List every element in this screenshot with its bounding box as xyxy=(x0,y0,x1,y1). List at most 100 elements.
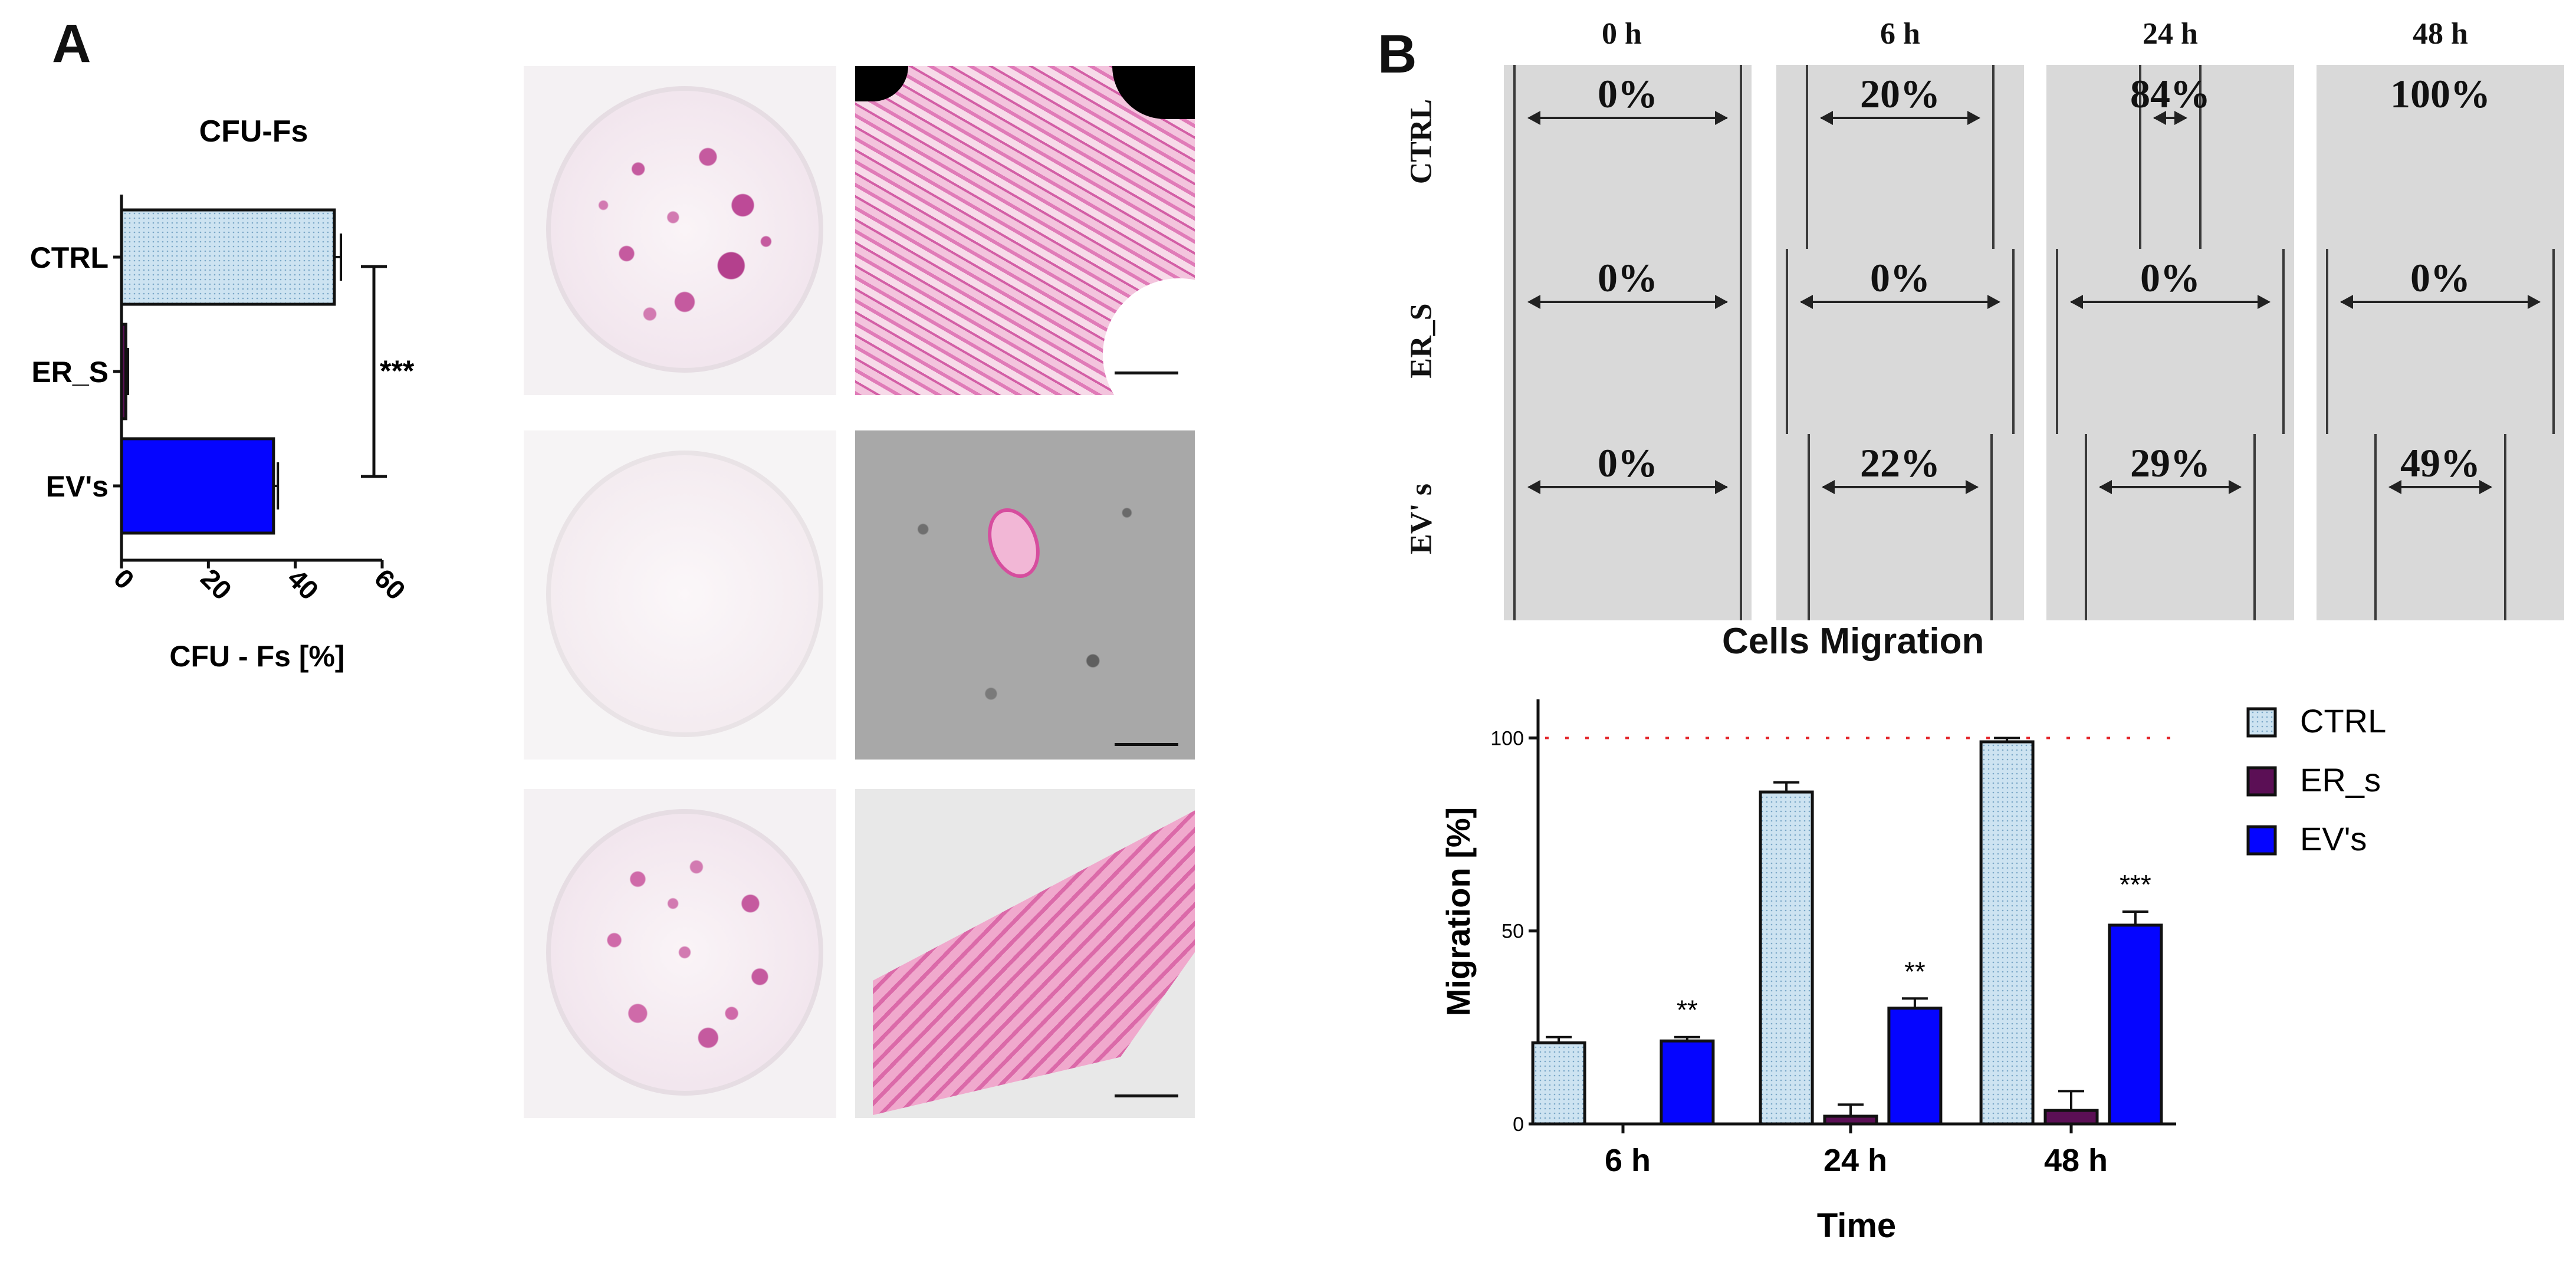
x-tick-label: 20 xyxy=(195,563,238,606)
gap-arrow xyxy=(1821,480,1979,494)
wound-edge xyxy=(2199,65,2202,251)
micro-photo-er xyxy=(855,430,1195,760)
migration-chart-title: Cells Migration xyxy=(1722,621,1984,662)
significance-label: *** xyxy=(2120,869,2151,900)
closure-percent: 0% xyxy=(1598,440,1658,485)
closure-percent: 0% xyxy=(2410,255,2470,300)
x-tick-label: 0 xyxy=(108,563,140,595)
migration-bar xyxy=(2043,1109,2099,1126)
cfu-bar-chart: CFU-Fs CTRL ER_S EV's 0 20 40 60 CFU - Fs [%] *** xyxy=(30,114,415,673)
wound-edge xyxy=(1740,249,1742,435)
x-tick-label: 6 h xyxy=(1605,1143,1651,1178)
wound-edge xyxy=(1786,249,1788,435)
legend-swatch xyxy=(2246,825,2277,856)
migration-bar xyxy=(1823,1115,1878,1126)
cfu-bar xyxy=(120,208,336,306)
wound-edge xyxy=(1992,65,1995,251)
wound-edge xyxy=(1805,65,1808,251)
closure-percent: 0% xyxy=(2140,255,2200,300)
category-label: ER_S xyxy=(31,356,109,389)
cfu-bar xyxy=(120,323,127,420)
scale-bar xyxy=(1115,1094,1178,1097)
migration-bar xyxy=(1887,1007,1943,1126)
x-tick-label: 40 xyxy=(282,563,325,606)
time-header-0h: 0 h xyxy=(1602,17,1642,51)
y-tick-label: 100 xyxy=(1490,727,1524,749)
row-label-er: ER_S xyxy=(1404,303,1438,379)
wound-tile: 84% xyxy=(2046,65,2294,251)
legend-label: CTRL xyxy=(2300,702,2386,739)
wound-edge xyxy=(2139,65,2142,251)
panel-a-letter: A xyxy=(52,14,91,74)
wound-tile: 0% xyxy=(1504,249,1752,435)
wound-edge xyxy=(2374,434,2377,620)
dish-photo-er xyxy=(524,430,836,760)
wound-tile: 20% xyxy=(1776,65,2024,251)
wound-tile: 0% xyxy=(1776,249,2024,435)
x-tick-label: 60 xyxy=(369,563,412,606)
closure-percent: 0% xyxy=(1870,255,1930,300)
closure-percent: 22% xyxy=(1860,440,1940,485)
gap-arrow xyxy=(2070,295,2271,309)
migration-bar xyxy=(1979,740,2035,1126)
gap-arrow xyxy=(1527,480,1728,494)
cfu-bar xyxy=(120,437,275,535)
wound-edge xyxy=(2326,249,2328,435)
row-label-ctrl: CTRL xyxy=(1404,98,1438,185)
wound-tile: 49% xyxy=(2317,434,2564,620)
wound-edge xyxy=(1513,434,1516,620)
y-tick-label: 0 xyxy=(1513,1113,1524,1136)
gap-arrow xyxy=(1527,295,1728,309)
y-tick-label: 50 xyxy=(1501,920,1524,943)
wound-tile: 0% xyxy=(2046,249,2294,435)
wound-edge xyxy=(1740,65,1742,251)
legend-label: EV's xyxy=(2300,820,2367,857)
significance-label: ** xyxy=(1677,995,1698,1025)
migration-bar xyxy=(2108,923,2163,1126)
micro-photo-ev xyxy=(855,789,1195,1118)
wound-edge xyxy=(1740,434,1742,620)
migration-bar xyxy=(1531,1041,1586,1126)
wound-edge xyxy=(1807,434,1810,620)
wound-edge xyxy=(2084,434,2087,620)
dish-photo-ev xyxy=(524,789,836,1118)
wound-edge xyxy=(2282,249,2285,435)
gap-arrow xyxy=(2388,480,2493,494)
closure-percent: 0% xyxy=(1598,255,1658,300)
gap-arrow xyxy=(2153,111,2187,125)
wound-edge xyxy=(2503,434,2506,620)
scale-bar xyxy=(1115,372,1178,374)
time-header-24h: 24 h xyxy=(2143,17,2198,51)
gap-arrow xyxy=(2098,480,2242,494)
wound-tile: 0% xyxy=(1504,434,1752,620)
x-tick-label: 48 h xyxy=(2044,1143,2108,1178)
closure-percent: 84% xyxy=(2130,71,2210,116)
dish-photo-ctrl xyxy=(524,66,836,395)
cfu-x-axis-label: CFU - Fs [%] xyxy=(169,640,344,673)
time-header-6h: 6 h xyxy=(1880,17,1920,51)
migration-x-axis-label: Time xyxy=(1817,1206,1896,1245)
category-label: CTRL xyxy=(30,241,109,274)
wound-edge xyxy=(2253,434,2256,620)
significance-label: *** xyxy=(380,354,415,387)
wound-edge xyxy=(1513,65,1516,251)
migration-bar xyxy=(1759,790,1814,1126)
wound-tile: 100% xyxy=(2317,65,2564,251)
closure-percent: 49% xyxy=(2400,440,2480,485)
x-tick-label: 24 h xyxy=(1823,1143,1887,1178)
category-label: EV's xyxy=(46,470,109,503)
panel-b-letter: B xyxy=(1378,24,1417,84)
closure-percent: 20% xyxy=(1860,71,1940,116)
closure-percent: 29% xyxy=(2130,440,2210,485)
wound-tile: 0% xyxy=(1504,65,1752,251)
legend-swatch xyxy=(2246,707,2277,738)
migration-bar-chart: 0 50 100 Migration [%] ** 6 h ** 24 h *** 48 h Tim… xyxy=(1440,699,2386,1245)
migration-bar xyxy=(1660,1039,1715,1126)
wound-edge xyxy=(1513,249,1516,435)
time-header-48h: 48 h xyxy=(2413,17,2468,51)
wound-tile: 29% xyxy=(2046,434,2294,620)
migration-y-axis-label: Migration [%] xyxy=(1440,807,1477,1017)
wound-edge xyxy=(2552,249,2555,435)
legend-swatch xyxy=(2246,766,2277,797)
wound-edge xyxy=(2056,249,2058,435)
